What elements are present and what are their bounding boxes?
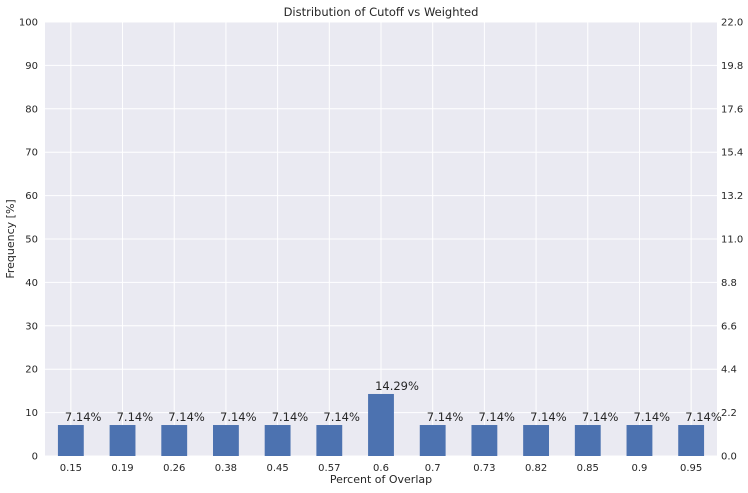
data-label: 7.14% [272, 410, 309, 424]
x-tick-label: 0.26 [163, 463, 185, 474]
y2-tick-label: 11.0 [721, 235, 743, 246]
y2-tick-label: 0.0 [721, 452, 737, 463]
y2-tick-label: 17.6 [721, 104, 743, 115]
y2-tick-label: 19.8 [721, 61, 743, 72]
bar [161, 425, 188, 456]
data-label: 7.14% [634, 410, 671, 424]
x-tick-label: 0.82 [525, 463, 547, 474]
bar [419, 425, 446, 456]
y2-tick-labels: 0.0 2.2 4.4 6.6 8.8 11.0 13.2 15.4 17.6 19.8 22.0 [721, 18, 743, 463]
y2-tick-label: 6.6 [721, 321, 737, 332]
data-label: 7.14% [168, 410, 205, 424]
bar [264, 425, 291, 456]
bar [523, 425, 549, 456]
y-tick-label: 100 [19, 18, 38, 29]
x-tick-label: 0.73 [473, 463, 495, 474]
bar [678, 425, 705, 456]
x-tick-label: 0.9 [632, 463, 648, 474]
y-tick-label: 80 [25, 104, 38, 115]
data-labels: 7.14% 7.14% 7.14% 7.14% 7.14% 7.14% 14.29% 7.14… [65, 379, 722, 424]
data-label: 7.14% [685, 410, 722, 424]
y-tick-label: 0 [32, 452, 38, 463]
y2-tick-label: 15.4 [721, 148, 743, 159]
data-label: 7.14% [220, 410, 257, 424]
x-axis-label: Percent of Overlap [330, 473, 432, 486]
bar [316, 425, 343, 456]
x-tick-label: 0.38 [215, 463, 237, 474]
x-tick-label: 0.19 [111, 463, 133, 474]
data-label: 7.14% [427, 410, 464, 424]
y-tick-label: 30 [25, 321, 38, 332]
bar [57, 425, 84, 456]
data-label: 7.14% [65, 410, 102, 424]
data-label: 7.14% [323, 410, 360, 424]
y2-tick-label: 2.2 [721, 408, 737, 419]
y-tick-label: 20 [25, 365, 38, 376]
chart-title: Distribution of Cutoff vs Weighted [284, 5, 479, 19]
data-label: 7.14% [582, 410, 619, 424]
bar [471, 425, 498, 456]
bar [109, 425, 136, 456]
y-tick-label: 40 [25, 278, 38, 289]
bars [57, 393, 705, 456]
y2-tick-label: 4.4 [721, 365, 737, 376]
y-tick-label: 60 [25, 191, 38, 202]
x-tick-label: 0.85 [577, 463, 599, 474]
x-tick-label: 0.95 [680, 463, 702, 474]
y-tick-label: 50 [25, 235, 38, 246]
gridlines [45, 21, 717, 457]
x-tick-label: 0.45 [266, 463, 288, 474]
data-label: 7.14% [530, 410, 567, 424]
x-tick-label: 0.6 [373, 463, 389, 474]
y-tick-label: 70 [25, 148, 38, 159]
data-label: 14.29% [375, 379, 419, 393]
y-tick-labels: 0 10 20 30 40 50 60 70 80 90 100 [19, 18, 38, 463]
bar [626, 425, 653, 456]
y-tick-label: 90 [25, 61, 38, 72]
data-label: 7.14% [478, 410, 515, 424]
x-tick-label: 0.15 [60, 463, 82, 474]
data-label: 7.14% [117, 410, 154, 424]
y-axis-label: Frequency [%] [4, 199, 17, 278]
x-tick-label: 0.7 [425, 463, 441, 474]
x-tick-label: 0.57 [318, 463, 340, 474]
y-tick-label: 10 [25, 408, 38, 419]
bar [574, 425, 601, 456]
y2-tick-label: 8.8 [721, 278, 737, 289]
y2-tick-label: 22.0 [721, 18, 743, 29]
y2-tick-label: 13.2 [721, 191, 743, 202]
x-tick-labels: 0.15 0.19 0.26 0.38 0.45 0.57 0.6 0.7 0.73 0.82 0.… [60, 463, 703, 474]
bar [368, 393, 394, 456]
bar [213, 425, 239, 456]
